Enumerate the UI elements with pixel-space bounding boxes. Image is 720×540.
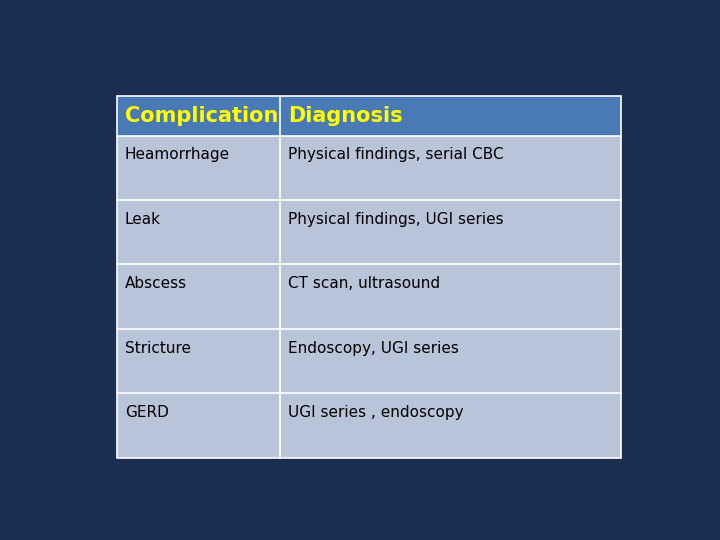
Bar [117, 96, 621, 457]
Text: Endoscopy, UGI series: Endoscopy, UGI series [287, 341, 459, 355]
Text: GERD: GERD [125, 405, 168, 420]
Text: Physical findings, serial CBC: Physical findings, serial CBC [287, 147, 503, 163]
Text: Complication: Complication [125, 106, 278, 126]
Text: Stricture: Stricture [125, 341, 191, 355]
Bar [117, 265, 621, 329]
Text: CT scan, ultrasound: CT scan, ultrasound [287, 276, 440, 291]
Bar [117, 200, 621, 265]
Text: UGI series , endoscopy: UGI series , endoscopy [287, 405, 463, 420]
Text: Leak: Leak [125, 212, 161, 227]
Bar [117, 329, 621, 393]
Text: Abscess: Abscess [125, 276, 187, 291]
Text: Physical findings, UGI series: Physical findings, UGI series [287, 212, 503, 227]
Text: Heamorrhage: Heamorrhage [125, 147, 230, 163]
Bar [117, 393, 621, 457]
Bar [117, 136, 621, 200]
Bar [117, 96, 621, 136]
Text: Diagnosis: Diagnosis [287, 106, 402, 126]
